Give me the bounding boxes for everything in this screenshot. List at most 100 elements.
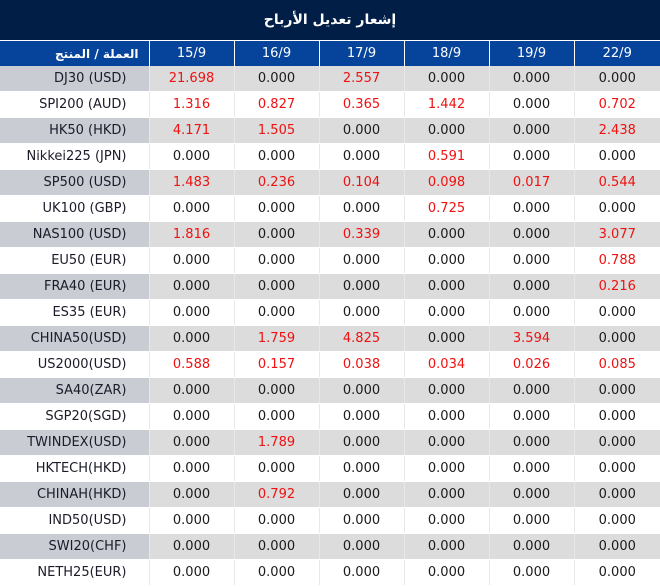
dividend-value: 0.827 [233,91,319,118]
dividend-value: 1.316 [148,91,234,118]
dividend-value: 0.000 [488,247,574,274]
dividend-value: 0.000 [403,325,489,352]
dividend-value: 0.591 [403,143,489,170]
dividend-value: 0.000 [488,429,574,456]
dividend-value: 0.000 [233,273,319,300]
dividend-value: 0.157 [233,351,319,378]
dividend-value: 0.000 [233,299,319,326]
table-row: UK100 (GBP) 0.000 0.000 0.000 0.725 0.000 0.00… [0,195,660,222]
dividend-value: 0.000 [318,507,404,534]
dividend-value: 0.000 [233,403,319,430]
table-row: SP500 (USD) 1.483 0.236 0.104 0.098 0.017 0.54… [0,169,660,196]
dividend-value: 0.000 [233,559,319,586]
dividend-value: 0.000 [318,143,404,170]
dividend-value: 0.098 [403,169,489,196]
dividend-value: 0.000 [148,481,234,508]
product-name: IND50(USD) [0,507,149,534]
dividend-value: 0.000 [403,221,489,248]
table-row: SPI200 (AUD) 1.316 0.827 0.365 1.442 0.000 0.7… [0,91,660,118]
dividend-value: 0.000 [573,429,660,456]
column-header-date: 18/9 [403,40,489,66]
product-name: Nikkei225 (JPN) [0,143,149,170]
dividend-value: 0.000 [148,455,234,482]
dividend-value: 3.594 [488,325,574,352]
dividend-value: 0.000 [318,117,404,144]
dividend-value: 0.000 [488,533,574,560]
dividend-value: 0.000 [488,66,574,92]
table-body: DJ30 (USD) 21.698 0.000 2.557 0.000 0.000 0.00… [0,66,660,586]
product-name: ES35 (EUR) [0,299,149,326]
dividend-value: 0.000 [573,66,660,92]
table-row: ES35 (EUR) 0.000 0.000 0.000 0.000 0.000 0.000 [0,299,660,326]
dividend-value: 2.438 [573,117,660,144]
dividend-value: 0.000 [148,507,234,534]
dividend-value: 0.000 [233,507,319,534]
product-name: SA40(ZAR) [0,377,149,404]
table-row: SA40(ZAR) 0.000 0.000 0.000 0.000 0.000 0.000 [0,377,660,404]
dividend-value: 0.000 [488,195,574,222]
dividend-value: 0.000 [403,117,489,144]
dividend-value: 0.000 [573,143,660,170]
dividend-value: 0.000 [318,247,404,274]
dividend-value: 0.017 [488,169,574,196]
dividend-value: 0.000 [403,455,489,482]
product-name: UK100 (GBP) [0,195,149,222]
column-header-date: 15/9 [148,40,234,66]
column-header-date: 17/9 [318,40,404,66]
dividend-value: 0.104 [318,169,404,196]
table-row: NETH25(EUR) 0.000 0.000 0.000 0.000 0.000 0.00… [0,559,660,586]
product-name: HK50 (HKD) [0,117,149,144]
dividend-value: 0.588 [148,351,234,378]
table-row: DJ30 (USD) 21.698 0.000 2.557 0.000 0.000 0.00… [0,66,660,92]
product-name: FRA40 (EUR) [0,273,149,300]
table-row: CHINA50(USD) 0.000 1.759 4.825 0.000 3.594 0.0… [0,325,660,352]
dividend-value: 0.000 [403,299,489,326]
dividend-value: 0.000 [233,247,319,274]
dividend-value: 0.000 [318,299,404,326]
dividend-value: 1.816 [148,221,234,248]
dividend-value: 0.000 [233,221,319,248]
product-name: DJ30 (USD) [0,66,149,92]
dividend-value: 0.000 [148,247,234,274]
dividend-value: 0.000 [488,507,574,534]
dividend-value: 0.000 [573,481,660,508]
dividend-value: 0.000 [318,377,404,404]
table-row: US2000(USD) 0.588 0.157 0.038 0.034 0.026 0.08… [0,351,660,378]
dividend-value: 0.365 [318,91,404,118]
dividend-value: 0.000 [488,377,574,404]
table-row: HK50 (HKD) 4.171 1.505 0.000 0.000 0.000 2.438 [0,117,660,144]
dividend-value: 0.788 [573,247,660,274]
dividend-value: 0.000 [488,455,574,482]
dividend-value: 0.000 [573,507,660,534]
table-row: HKTECH(HKD) 0.000 0.000 0.000 0.000 0.000 0.00… [0,455,660,482]
dividend-value: 0.000 [148,403,234,430]
dividend-value: 4.171 [148,117,234,144]
dividend-value: 0.702 [573,91,660,118]
product-name: EU50 (EUR) [0,247,149,274]
product-name: NETH25(EUR) [0,559,149,586]
dividend-value: 0.000 [233,195,319,222]
dividend-value: 0.000 [318,481,404,508]
dividend-value: 0.000 [148,533,234,560]
dividend-value: 0.000 [318,533,404,560]
dividend-value: 2.557 [318,66,404,92]
table-row: CHINAH(HKD) 0.000 0.792 0.000 0.000 0.000 0.00… [0,481,660,508]
header-row: العملة / المنتج 15/9 16/9 17/9 18/9 19/9… [0,40,660,66]
table-row: Nikkei225 (JPN) 0.000 0.000 0.000 0.591 0.000… [0,143,660,170]
dividend-value: 3.077 [573,221,660,248]
dividend-value: 4.825 [318,325,404,352]
dividend-value: 0.216 [573,273,660,300]
dividend-value: 0.000 [573,403,660,430]
table-row: NAS100 (USD) 1.816 0.000 0.339 0.000 0.000 3.0… [0,221,660,248]
table-row: SWI20(CHF) 0.000 0.000 0.000 0.000 0.000 0.000 [0,533,660,560]
dividend-value: 0.000 [488,481,574,508]
dividend-value: 0.000 [148,299,234,326]
product-name: TWINDEX(USD) [0,429,149,456]
product-name: US2000(USD) [0,351,149,378]
column-header-product: العملة / المنتج [0,40,149,66]
table-row: TWINDEX(USD) 0.000 1.789 0.000 0.000 0.000 0.0… [0,429,660,456]
dividend-value: 0.000 [318,455,404,482]
dividend-value: 0.000 [403,66,489,92]
dividend-value: 0.792 [233,481,319,508]
